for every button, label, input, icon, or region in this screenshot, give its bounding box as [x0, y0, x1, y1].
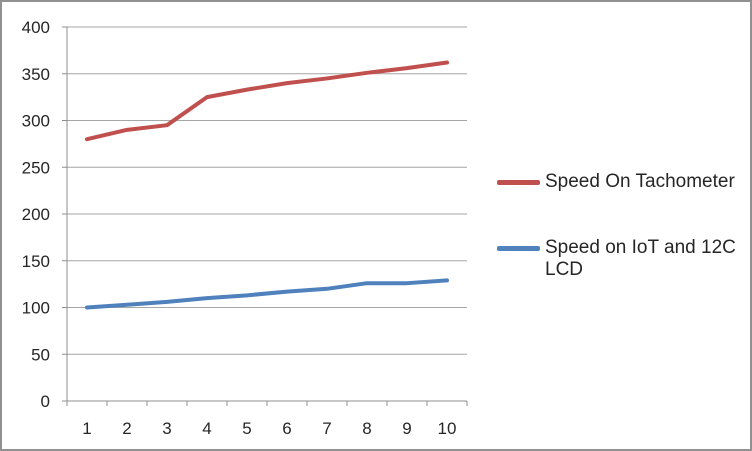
x-tick-label: 4 [202, 419, 211, 438]
y-tick-label: 100 [22, 299, 50, 318]
series-line-speed-on-iot-and-12c-lcd[interactable] [85, 278, 449, 310]
chart-legend: Speed On Tachometer Speed on IoT and 12C… [497, 2, 749, 449]
x-tick-label: 6 [282, 419, 291, 438]
x-tick-label: 9 [402, 419, 411, 438]
x-tick-label: 7 [322, 419, 331, 438]
legend-marker-tachometer-icon [497, 180, 540, 185]
legend-label-tachometer: Speed On Tachometer [545, 171, 735, 192]
legend-marker-iot-lcd-icon [497, 246, 540, 251]
y-tick-label: 150 [22, 252, 50, 271]
y-tick-label: 300 [22, 112, 50, 131]
legend-label-iot-lcd-line2: LCD [545, 259, 584, 280]
legend-item-iot-lcd[interactable]: Speed on IoT and 12C LCD [497, 237, 736, 281]
x-tick-label: 5 [242, 419, 251, 438]
y-tick-label: 400 [22, 18, 50, 37]
x-tick-label: 8 [362, 419, 371, 438]
x-tick-label: 1 [82, 419, 91, 438]
series-line-speed-on-tachometer[interactable] [85, 60, 449, 142]
legend-label-iot-lcd-line1: Speed on IoT and 12C [545, 237, 736, 258]
legend-item-tachometer[interactable]: Speed On Tachometer [497, 171, 735, 193]
y-tick-label: 250 [22, 158, 50, 177]
y-tick-label: 50 [31, 345, 50, 364]
y-tick-label: 0 [41, 392, 50, 411]
x-tick-label: 2 [122, 419, 131, 438]
y-tick-label: 200 [22, 205, 50, 224]
x-tick-label: 10 [438, 419, 457, 438]
y-tick-label: 350 [22, 65, 50, 84]
x-tick-label: 3 [162, 419, 171, 438]
